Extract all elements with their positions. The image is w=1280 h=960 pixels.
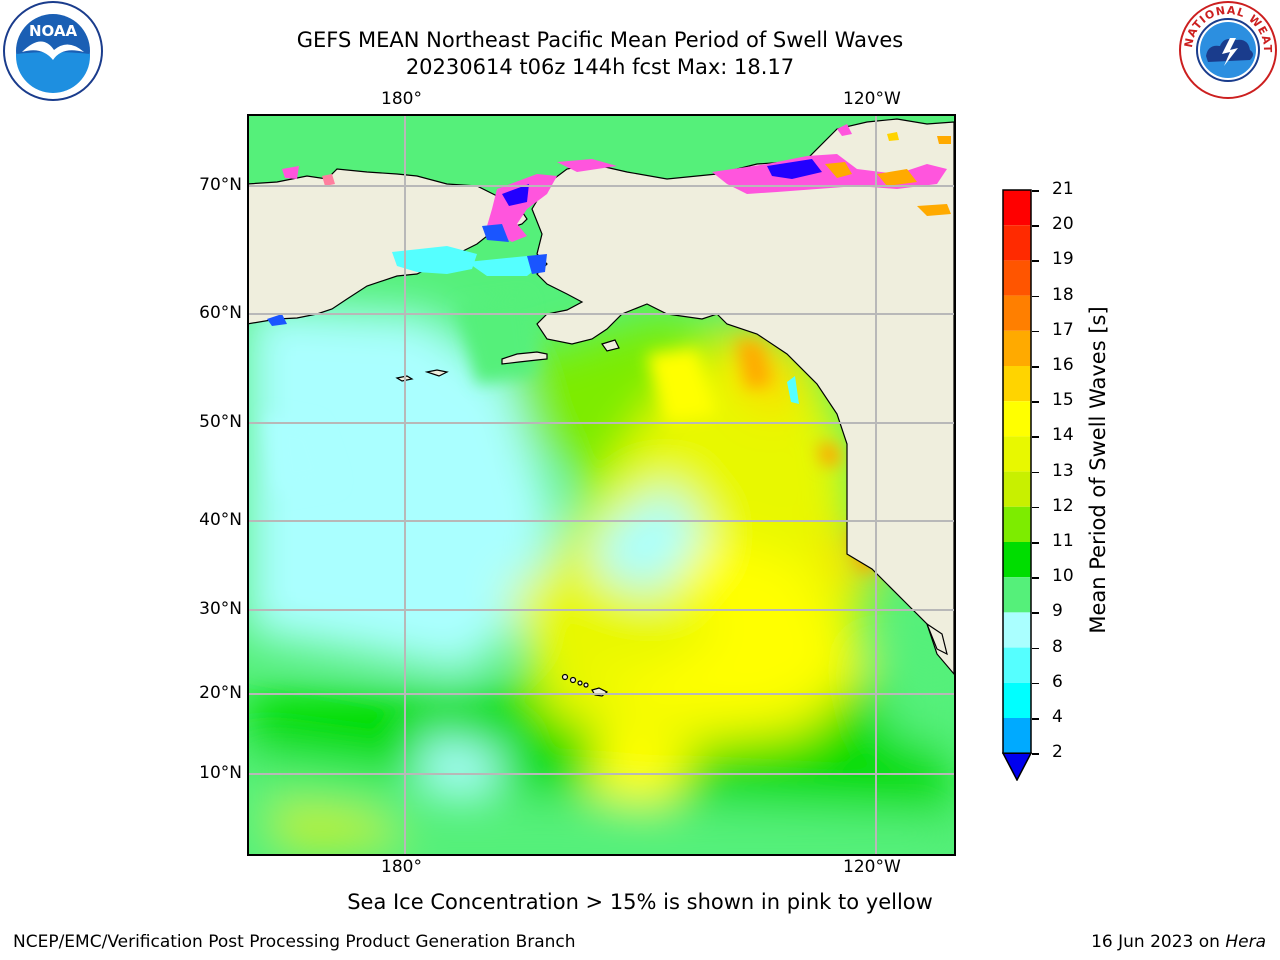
colorbar-extend-triangle [1001,752,1033,782]
lon-label-top-180: 180° [381,89,422,109]
graticule [247,114,954,854]
colorbar-tick-mark [1032,682,1039,685]
colorbar-tick-mark [1032,753,1039,755]
colorbar-tick-mark [1032,330,1039,333]
colorbar-cell [1003,225,1031,261]
lat-label-10n: 10°N [199,763,242,783]
colorbar-outline [1002,189,1032,754]
colorbar-cell [1003,190,1031,226]
map-subtitle: 20230614 t06z 144h fcst Max: 18.17 [405,55,795,79]
colorbar-tick-label: 6 [1052,671,1063,692]
colorbar-cell [1003,718,1031,754]
colorbar-cell [1003,612,1031,648]
lat-label-30n: 30°N [199,599,242,619]
colorbar-tick-mark [1032,295,1039,298]
svg-text:NOAA: NOAA [29,22,78,40]
colorbar-tick-label: 17 [1052,319,1074,340]
colorbar-cell [1003,366,1031,402]
colorbar-tick-label: 2 [1052,742,1063,763]
colorbar-cell [1003,647,1031,683]
colorbar-tick-label: 9 [1052,601,1063,622]
lon-label-top-120w: 120°W [843,89,901,109]
swell-period-map [246,114,955,854]
colorbar-tick-mark [1032,366,1039,368]
colorbar-cell [1003,330,1031,366]
sea-ice [267,124,951,404]
lat-label-70n: 70°N [199,175,242,195]
colorbar-cell [1003,542,1031,578]
colorbar-tick-mark [1032,577,1039,579]
colorbar [1001,189,1033,782]
landmass [246,118,955,697]
map-title: GEFS MEAN Northeast Pacific Mean Period … [296,28,904,52]
colorbar-tick-label: 11 [1052,531,1074,551]
nws-logo-icon: NATIONAL WEATHER SERVICE [1173,0,1278,100]
colorbar-tick-label: 18 [1052,284,1074,305]
colorbar-cell [1003,401,1031,437]
colorbar-cell [1003,471,1031,507]
colorbar-tick-mark [1032,260,1039,262]
lat-label-40n: 40°N [199,510,242,530]
colorbar-tick-label: 8 [1052,636,1063,657]
colorbar-tick-mark [1032,225,1039,227]
lon-label-bottom-180: 180° [381,857,422,877]
lat-label-60n: 60°N [199,303,242,323]
colorbar-cell [1003,436,1031,472]
colorbar-tick-mark [1032,647,1039,650]
swell-field [247,304,954,854]
colorbar-tick-mark [1032,401,1039,403]
colorbar-tick-label: 19 [1052,249,1074,270]
footer-host: Hera [1225,932,1266,952]
lon-label-bottom-120w: 120°W [843,857,901,877]
colorbar-tick-label: 15 [1052,390,1074,411]
footer-producer: NCEP/EMC/Verification Post Processing Pr… [13,932,576,952]
colorbar-tick-mark [1032,718,1039,720]
colorbar-tick-label: 4 [1052,707,1063,727]
sea-ice-note: Sea Ice Concentration > 15% is shown in … [347,890,933,914]
colorbar-label: Mean Period of Swell Waves [s] [1086,306,1110,634]
colorbar-tick-label: 10 [1052,566,1074,587]
colorbar-tick-label: 14 [1052,425,1074,446]
colorbar-tick-mark [1032,542,1039,544]
colorbar-tick-label: 13 [1052,460,1074,481]
lat-label-20n: 20°N [199,683,242,703]
colorbar-cell [1003,577,1031,613]
footer-date: 16 Jun 2023 on Hera [1091,932,1266,952]
colorbar-tick-label: 12 [1052,495,1074,516]
colorbar-tick-mark [1032,436,1039,438]
colorbar-tick-mark [1032,471,1039,474]
colorbar-cell [1003,295,1031,331]
colorbar-cell [1003,682,1031,718]
colorbar-tick-label: 16 [1052,355,1074,375]
colorbar-tick-mark [1032,506,1039,509]
colorbar-tick-label: 20 [1052,214,1074,235]
colorbar-cell [1003,260,1031,296]
colorbar-tick-mark [1032,190,1039,192]
lat-label-50n: 50°N [199,412,242,432]
colorbar-cell [1003,506,1031,542]
noaa-logo-icon: NOAA [2,0,104,102]
colorbar-tick-label: 21 [1052,179,1074,199]
colorbar-tick-mark [1032,612,1039,614]
